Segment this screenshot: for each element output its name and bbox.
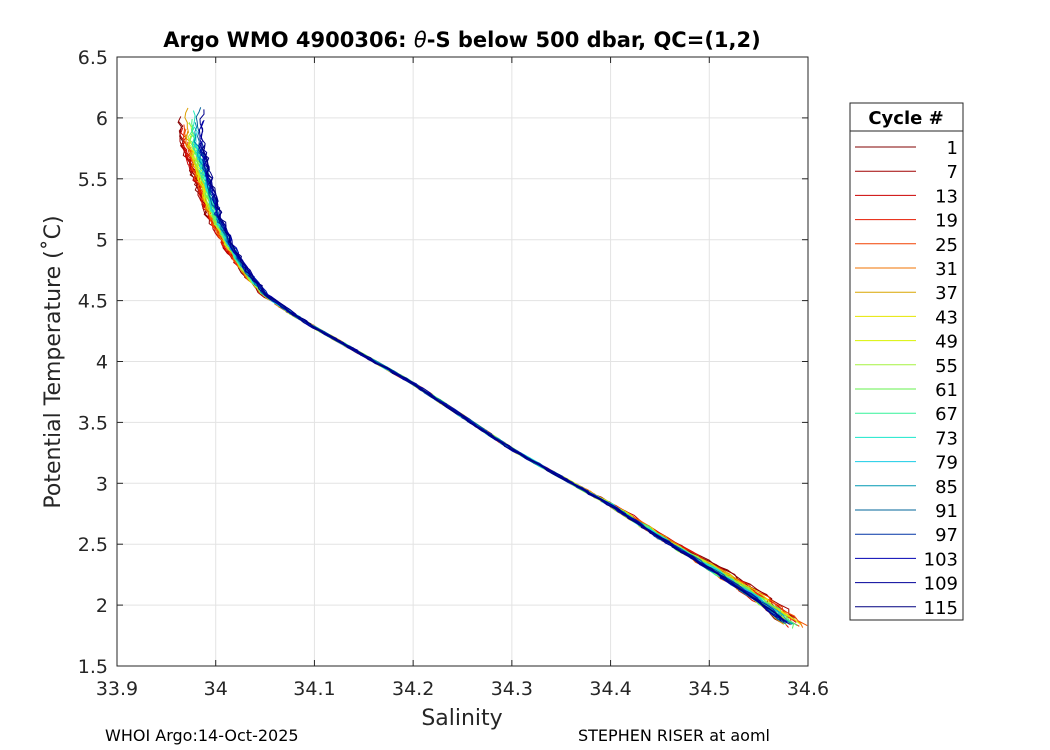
legend-label: 49 (935, 332, 958, 353)
legend-label: 115 (924, 598, 958, 619)
x-axis-label: Salinity (421, 706, 502, 731)
legend-label: 43 (935, 307, 958, 328)
legend: Cycle # 1 7 13 19 25 31 37 43 49 55 61 67 73 79 85 91 97… (849, 102, 964, 621)
cycle-profile-line (202, 144, 785, 623)
profile-curves (177, 107, 808, 629)
x-tick-label: 34.2 (392, 678, 434, 700)
footer-operator: STEPHEN RISER at aoml (578, 726, 770, 745)
legend-label: 109 (924, 574, 958, 595)
x-axis-ticks: 33.9 34 34.1 34.2 34.3 34.4 34.5 34.6 (96, 57, 829, 700)
legend-label: 79 (935, 453, 958, 474)
legend-label: 61 (935, 380, 958, 401)
legend-label: 13 (935, 186, 958, 207)
x-tick-label: 33.9 (96, 678, 138, 700)
legend-label: 103 (924, 549, 958, 570)
legend-title: Cycle # (868, 108, 943, 129)
legend-label: 19 (935, 211, 958, 232)
y-tick-label: 1.5 (78, 656, 108, 678)
legend-label: 37 (935, 283, 958, 304)
legend-label: 31 (935, 259, 958, 280)
x-tick-label: 34.5 (688, 678, 730, 700)
legend-label: 25 (935, 235, 958, 256)
y-tick-label: 4 (96, 352, 108, 374)
y-tick-label: 6 (96, 108, 108, 130)
legend-label: 85 (935, 477, 958, 498)
x-tick-label: 34.4 (589, 678, 631, 700)
x-tick-label: 34.6 (787, 678, 829, 700)
y-tick-label: 5 (96, 230, 108, 252)
legend-label: 7 (947, 162, 958, 183)
y-tick-label: 3.5 (78, 412, 108, 434)
y-axis-label: Potential Temperature (˚C) (41, 215, 66, 508)
y-tick-label: 6.5 (78, 47, 108, 69)
x-tick-label: 34 (204, 678, 228, 700)
legend-label: 73 (935, 428, 958, 449)
y-tick-label: 4.5 (78, 291, 108, 313)
chart-title: Argo WMO 4900306: θ-S below 500 dbar, QC… (163, 28, 760, 52)
x-tick-label: 34.3 (491, 678, 533, 700)
legend-label: 55 (935, 356, 958, 377)
legend-label: 67 (935, 404, 958, 425)
x-tick-label: 34.1 (293, 678, 335, 700)
y-tick-label: 2 (96, 595, 108, 617)
y-tick-label: 5.5 (78, 169, 108, 191)
footer-date: WHOI Argo:14-Oct-2025 (105, 726, 299, 745)
legend-label: 91 (935, 501, 958, 522)
legend-label: 1 (947, 138, 958, 159)
y-tick-label: 3 (96, 473, 108, 495)
legend-label: 97 (935, 525, 958, 546)
legend-items: 1 7 13 19 25 31 37 43 49 55 61 67 73 79 85 91 97 103 109 11… (855, 138, 958, 619)
y-axis-ticks: 1.5 2 2.5 3 3.5 4 4.5 5 5.5 6 6.5 (78, 47, 808, 678)
y-tick-label: 2.5 (78, 534, 108, 556)
